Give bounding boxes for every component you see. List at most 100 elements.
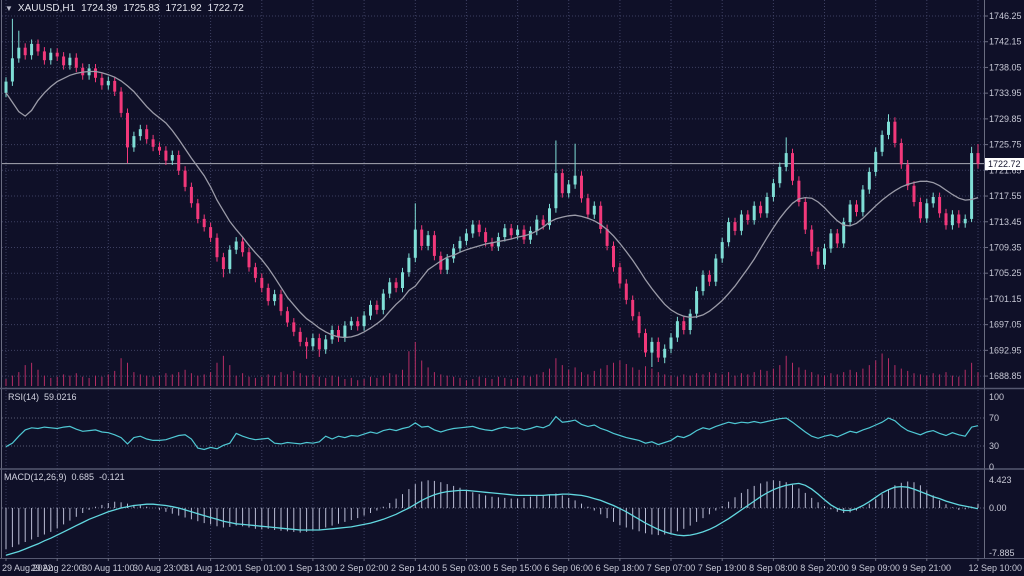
candle-body	[94, 68, 97, 78]
candle-body	[874, 151, 878, 172]
candle-body	[394, 282, 398, 288]
candle-body	[356, 321, 360, 327]
low-value: 1721.92	[165, 3, 202, 14]
candle-body	[10, 58, 14, 82]
time-axis-label: 8 Sep 08:00	[749, 563, 798, 573]
candle-body	[714, 258, 718, 282]
candle-body	[183, 170, 187, 187]
candle-body	[554, 173, 558, 209]
candle-body	[605, 229, 609, 246]
candle-body	[432, 235, 436, 256]
candle-body	[707, 274, 711, 282]
time-axis-label: 8 Sep 20:00	[800, 563, 849, 573]
candle-body	[503, 228, 507, 238]
candle-body	[695, 291, 699, 314]
candle-body	[196, 203, 200, 219]
candle-body	[516, 229, 520, 236]
candle-body	[266, 287, 270, 302]
price-axis-label: 1746.25	[989, 11, 1022, 21]
time-axis-label: 2 Sep 02:00	[340, 563, 389, 573]
candle-body	[803, 202, 807, 230]
rsi-layer	[5, 415, 979, 451]
macd-name: MACD(12,26,9)	[4, 472, 67, 482]
macd-pane[interactable]	[0, 472, 984, 558]
candle-body	[592, 205, 596, 215]
candle-body	[573, 175, 577, 185]
time-axis-label: 5 Sep 15:00	[493, 563, 542, 573]
candle-body	[509, 228, 513, 236]
time-axis-label: 29 Aug 22:00	[31, 563, 84, 573]
candle-body	[100, 77, 104, 86]
candle-body	[752, 205, 756, 221]
candle-body	[273, 294, 277, 302]
candle-body	[119, 91, 123, 113]
candle-body	[458, 240, 462, 249]
time-axis-label: 9 Sep 09:00	[851, 563, 900, 573]
candle-body	[771, 183, 775, 197]
macd-signal-value: -0.121	[99, 472, 125, 482]
candle-body	[765, 197, 769, 214]
candle-body	[388, 282, 392, 294]
candle-body	[145, 129, 149, 140]
candles-layer	[4, 18, 980, 367]
candle-body	[835, 233, 839, 244]
price-axis-label: 1738.05	[989, 62, 1022, 72]
candle-body	[739, 214, 743, 231]
candle-body	[464, 233, 468, 241]
main-chart-pane[interactable]	[0, 0, 984, 387]
candle-body	[778, 166, 782, 184]
candle-body	[138, 129, 142, 137]
candle-body	[164, 150, 168, 161]
candle-body	[586, 198, 590, 215]
candle-body	[727, 222, 731, 243]
candle-body	[535, 219, 539, 231]
candle-body	[644, 333, 647, 353]
candle-body	[612, 245, 615, 268]
candle-body	[202, 218, 206, 228]
macd-axis-label: 4.423	[989, 475, 1012, 485]
price-axis-label: 1705.25	[989, 268, 1022, 278]
time-axis-label: 7 Sep 07:00	[647, 563, 696, 573]
price-axis-label: 1721.65	[989, 165, 1022, 175]
candle-body	[631, 299, 635, 317]
candle-body	[349, 321, 353, 326]
price-axis-label: 1717.55	[989, 191, 1022, 201]
candle-body	[381, 293, 385, 310]
time-axis-label: 30 Aug 23:00	[133, 563, 186, 573]
rsi-indicator-label: RSI(14) 59.0216	[8, 392, 82, 402]
price-axis[interactable]	[984, 0, 1024, 558]
candle-body	[49, 52, 53, 61]
price-axis-label: 1701.15	[989, 294, 1022, 304]
time-axis[interactable]	[0, 558, 1024, 576]
candle-body	[362, 315, 366, 327]
candle-body	[970, 153, 974, 219]
candle-body	[797, 180, 801, 202]
candle-body	[324, 339, 328, 350]
current-price-label: 1722.72	[985, 158, 1024, 170]
candle-body	[221, 257, 225, 270]
symbol-collapse-icon[interactable]: ▼	[5, 4, 13, 13]
rsi-pane[interactable]	[0, 391, 984, 468]
candle-body	[228, 249, 232, 270]
candle-body	[285, 311, 289, 323]
candle-body	[55, 52, 59, 57]
candle-body	[938, 197, 942, 214]
candle-body	[669, 337, 673, 349]
candle-body	[151, 139, 155, 147]
candle-body	[189, 186, 193, 204]
candle-body	[23, 47, 27, 56]
candle-body	[375, 304, 379, 310]
rsi-axis-label: 100	[989, 392, 1004, 402]
macd-axis-label: -7.885	[989, 548, 1015, 558]
candle-body	[209, 227, 213, 238]
high-value: 1725.83	[123, 3, 160, 14]
candle-body	[918, 202, 922, 219]
candle-body	[548, 208, 551, 226]
candle-body	[407, 257, 411, 273]
candle-body	[106, 80, 110, 86]
candle-body	[253, 267, 257, 278]
candle-body	[663, 348, 667, 358]
